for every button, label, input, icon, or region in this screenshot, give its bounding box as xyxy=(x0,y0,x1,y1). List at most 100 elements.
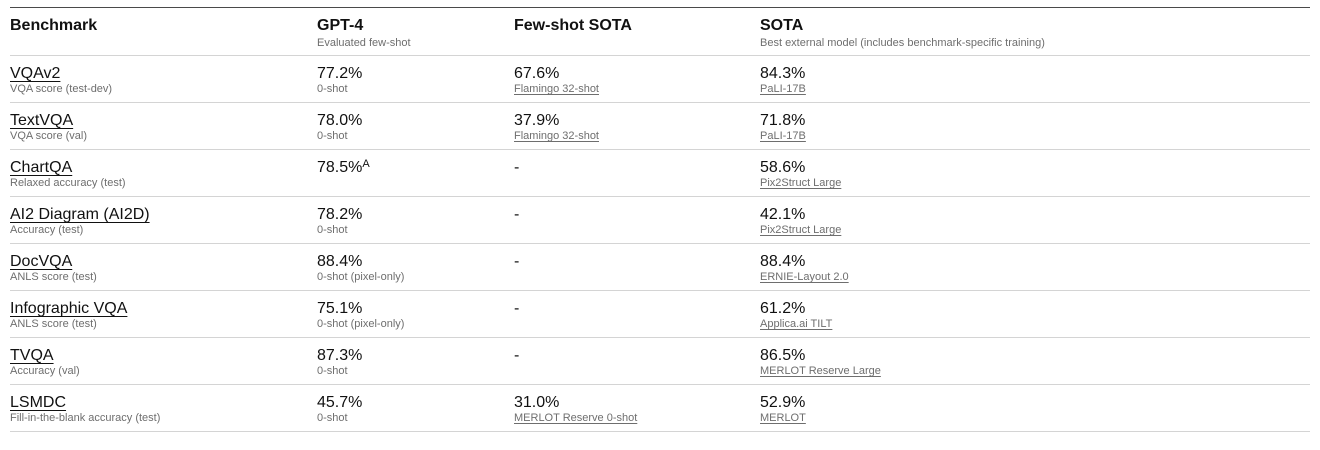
table-row: TVQA Accuracy (val) 87.3% 0-shot - 86.5% MERLO… xyxy=(10,338,1310,385)
header-gpt4-sub: Evaluated few-shot xyxy=(317,37,411,49)
sota-model-link[interactable]: PaLI-17B xyxy=(760,83,806,95)
table-header: Benchmark GPT-4 Evaluated few-shot Few-s… xyxy=(10,8,1310,56)
fewshot-value: - xyxy=(514,206,520,223)
benchmark-metric: Accuracy (val) xyxy=(10,365,80,377)
gpt4-value: 77.2% xyxy=(317,65,363,82)
sota-model-link[interactable]: MERLOT Reserve Large xyxy=(760,365,881,377)
gpt4-value: 87.3% xyxy=(317,347,363,364)
gpt4-value: 78.2% xyxy=(317,206,363,223)
gpt4-value: 78.5% xyxy=(317,159,363,176)
fewshot-model-link[interactable]: MERLOT Reserve 0-shot xyxy=(514,412,638,424)
sota-cell: 42.1% Pix2Struct Large xyxy=(760,197,1310,243)
fewshot-value: - xyxy=(514,300,520,317)
gpt4-cell: 78.2% 0-shot xyxy=(317,197,514,243)
fewshot-model-link[interactable]: Flamingo 32-shot xyxy=(514,83,599,95)
gpt4-cell: 78.5%A xyxy=(317,150,514,196)
table-row: DocVQA ANLS score (test) 88.4% 0-shot (pixe… xyxy=(10,244,1310,291)
benchmark-link[interactable]: VQAv2 xyxy=(10,65,61,82)
gpt4-note: 0-shot xyxy=(317,83,348,95)
fewshot-cell: - xyxy=(514,150,760,196)
gpt4-note: 0-shot xyxy=(317,130,348,142)
benchmark-metric: VQA score (val) xyxy=(10,130,88,142)
benchmark-cell: LSMDC Fill-in-the-blank accuracy (test) xyxy=(10,385,317,431)
benchmark-metric: Accuracy (test) xyxy=(10,224,84,236)
header-benchmark: Benchmark xyxy=(10,8,317,55)
gpt4-value: 88.4% xyxy=(317,253,363,270)
benchmark-cell: Infographic VQA ANLS score (test) xyxy=(10,291,317,337)
sota-value: 86.5% xyxy=(760,347,806,364)
fewshot-cell: - xyxy=(514,338,760,384)
benchmark-link[interactable]: TVQA xyxy=(10,347,54,364)
header-fewshot-label: Few-shot SOTA xyxy=(514,17,632,34)
sota-value: 88.4% xyxy=(760,253,806,270)
sota-cell: 52.9% MERLOT xyxy=(760,385,1310,431)
header-sota-label: SOTA xyxy=(760,17,804,34)
sota-cell: 86.5% MERLOT Reserve Large xyxy=(760,338,1310,384)
fewshot-cell: 37.9% Flamingo 32-shot xyxy=(514,103,760,149)
table-row: ChartQA Relaxed accuracy (test) 78.5%A -58.… xyxy=(10,150,1310,197)
gpt4-cell: 87.3% 0-shot xyxy=(317,338,514,384)
benchmark-metric: VQA score (test-dev) xyxy=(10,83,113,95)
sota-value: 71.8% xyxy=(760,112,806,129)
sota-model-link[interactable]: ERNIE-Layout 2.0 xyxy=(760,271,849,283)
fewshot-cell: - xyxy=(514,244,760,290)
table-row: LSMDC Fill-in-the-blank accuracy (test) 45… xyxy=(10,385,1310,432)
benchmark-cell: AI2 Diagram (AI2D) Accuracy (test) xyxy=(10,197,317,243)
fewshot-cell: - xyxy=(514,291,760,337)
sota-model-link[interactable]: Applica.ai TILT xyxy=(760,318,833,330)
benchmark-metric: ANLS score (test) xyxy=(10,271,97,283)
benchmark-metric: ANLS score (test) xyxy=(10,318,97,330)
header-gpt4-label: GPT-4 xyxy=(317,17,364,34)
gpt4-note: 0-shot xyxy=(317,412,348,424)
benchmark-metric: Fill-in-the-blank accuracy (test) xyxy=(10,412,161,424)
sota-value: 58.6% xyxy=(760,159,806,176)
table-row: TextVQA VQA score (val) 78.0% 0-shot 37.9% Fl… xyxy=(10,103,1310,150)
benchmark-link[interactable]: LSMDC xyxy=(10,394,67,411)
fewshot-value: 67.6% xyxy=(514,65,560,82)
sota-model-link[interactable]: Pix2Struct Large xyxy=(760,224,842,236)
table-row: Infographic VQA ANLS score (test) 75.1% 0-s… xyxy=(10,291,1310,338)
fewshot-value: 31.0% xyxy=(514,394,560,411)
gpt4-value: 78.0% xyxy=(317,112,363,129)
sota-value: 84.3% xyxy=(760,65,806,82)
sota-cell: 71.8% PaLI-17B xyxy=(760,103,1310,149)
sota-cell: 88.4% ERNIE-Layout 2.0 xyxy=(760,244,1310,290)
table-row: VQAv2 VQA score (test-dev) 77.2% 0-shot 67.6… xyxy=(10,56,1310,103)
sota-cell: 84.3% PaLI-17B xyxy=(760,56,1310,102)
fewshot-cell: 67.6% Flamingo 32-shot xyxy=(514,56,760,102)
sota-model-link[interactable]: MERLOT xyxy=(760,412,806,424)
header-fewshot: Few-shot SOTA xyxy=(514,8,760,55)
gpt4-note: 0-shot xyxy=(317,224,348,236)
benchmark-link[interactable]: Infographic VQA xyxy=(10,300,128,317)
gpt4-cell: 88.4% 0-shot (pixel-only) xyxy=(317,244,514,290)
fewshot-value: - xyxy=(514,253,520,270)
sota-model-link[interactable]: PaLI-17B xyxy=(760,130,806,142)
sota-model-link[interactable]: Pix2Struct Large xyxy=(760,177,842,189)
fewshot-cell: - xyxy=(514,197,760,243)
fewshot-value: 37.9% xyxy=(514,112,560,129)
sota-cell: 61.2% Applica.ai TILT xyxy=(760,291,1310,337)
fewshot-value: - xyxy=(514,159,520,176)
header-benchmark-label: Benchmark xyxy=(10,17,98,34)
gpt4-cell: 77.2% 0-shot xyxy=(317,56,514,102)
fewshot-value: - xyxy=(514,347,520,364)
header-sota: SOTA Best external model (includes bench… xyxy=(760,8,1310,55)
benchmark-cell: ChartQA Relaxed accuracy (test) xyxy=(10,150,317,196)
gpt4-value: 75.1% xyxy=(317,300,363,317)
benchmark-link[interactable]: TextVQA xyxy=(10,112,74,129)
gpt4-cell: 75.1% 0-shot (pixel-only) xyxy=(317,291,514,337)
benchmark-link[interactable]: DocVQA xyxy=(10,253,73,270)
benchmark-cell: VQAv2 VQA score (test-dev) xyxy=(10,56,317,102)
gpt4-cell: 78.0% 0-shot xyxy=(317,103,514,149)
gpt4-note: 0-shot (pixel-only) xyxy=(317,318,405,330)
sota-value: 52.9% xyxy=(760,394,806,411)
benchmark-link[interactable]: AI2 Diagram (AI2D) xyxy=(10,206,150,223)
gpt4-note: 0-shot (pixel-only) xyxy=(317,271,405,283)
benchmark-table: Benchmark GPT-4 Evaluated few-shot Few-s… xyxy=(10,7,1310,432)
gpt4-footnote: A xyxy=(362,158,370,170)
fewshot-cell: 31.0% MERLOT Reserve 0-shot xyxy=(514,385,760,431)
fewshot-model-link[interactable]: Flamingo 32-shot xyxy=(514,130,599,142)
benchmark-metric: Relaxed accuracy (test) xyxy=(10,177,126,189)
benchmark-link[interactable]: ChartQA xyxy=(10,159,73,176)
header-sota-sub: Best external model (includes benchmark-… xyxy=(760,37,1045,49)
